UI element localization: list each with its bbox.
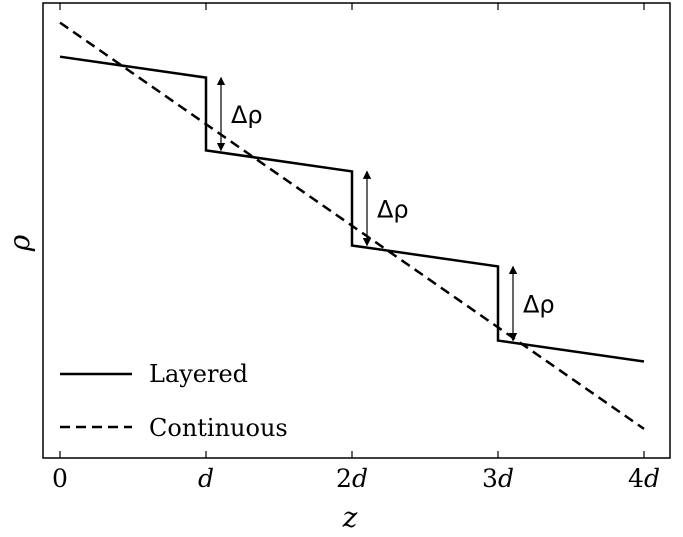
x-axis-label: z	[342, 501, 358, 534]
series-line-layered	[59, 55, 645, 363]
x-ticks: 0 d 2d 3d 4d	[52, 3, 660, 493]
x-tick-label-2: 2d	[336, 464, 368, 493]
plot-frame	[42, 2, 671, 459]
plot-series	[59, 21, 645, 430]
x-tick-label-1: d	[198, 464, 214, 493]
delta-label-0: Δρ	[231, 101, 263, 129]
legend-label-layered: Layered	[149, 360, 248, 388]
delta-label-2: Δρ	[523, 291, 555, 319]
x-tick-label-3: 3d	[482, 464, 514, 493]
y-axis-label: ρ	[3, 234, 36, 252]
legend: Layered Continuous	[60, 360, 288, 442]
x-tick-label-4: 4d	[628, 464, 660, 493]
x-tick-label-0: 0	[52, 464, 68, 493]
legend-label-continuous: Continuous	[149, 414, 288, 442]
series-line-continuous	[59, 21, 645, 430]
delta-label-1: Δρ	[377, 195, 409, 223]
annotations: Δρ Δρ Δρ	[216, 76, 555, 342]
